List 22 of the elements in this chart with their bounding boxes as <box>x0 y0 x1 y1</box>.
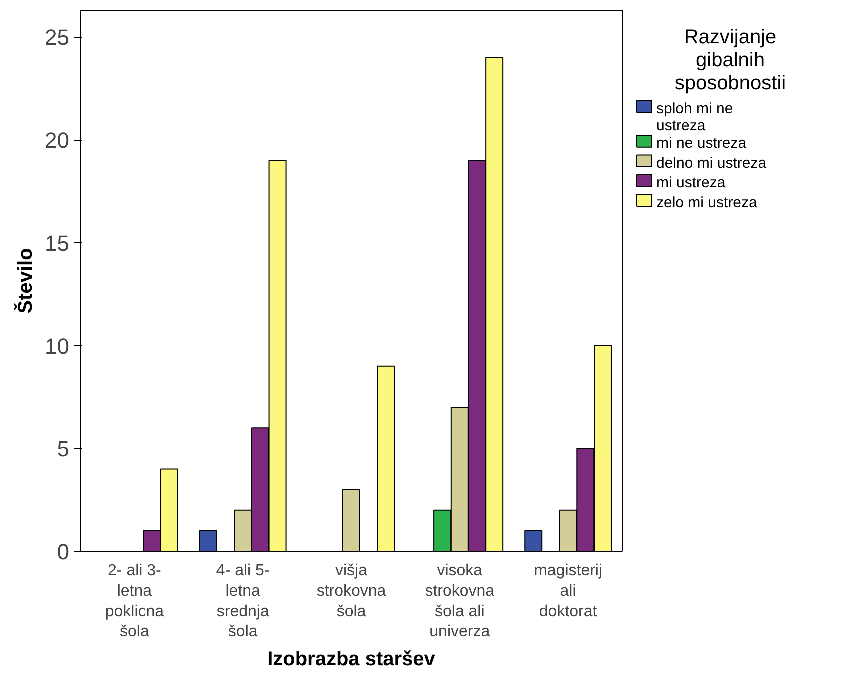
x-tick-label: magisterij ali doktorat <box>534 562 603 620</box>
y-tick-label: 5 <box>57 436 70 462</box>
legend-title: Razvijanje gibalnih sposobnostii <box>674 26 786 94</box>
y-axis-title: Število <box>14 248 38 314</box>
bar <box>199 530 218 552</box>
bar <box>342 489 360 552</box>
y-tick-label: 15 <box>45 230 70 256</box>
legend-label: zelo mi ustreza <box>656 194 758 212</box>
bar <box>377 366 396 552</box>
y-tick-label: 10 <box>45 334 70 359</box>
x-tick-label: 2- ali 3- letna poklicna šola <box>105 562 164 641</box>
bar <box>524 530 543 552</box>
legend-label: mi ne ustreza <box>656 135 748 152</box>
y-tick-label: 25 <box>45 25 70 50</box>
legend-label: delno mi ustreza <box>656 154 768 172</box>
x-axis-title: Izobrazba staršev <box>268 648 436 671</box>
y-tick-label: 20 <box>45 128 70 154</box>
y-tick-label: 0 <box>57 540 70 564</box>
legend-label: mi ustreza <box>656 174 726 192</box>
x-tick-label: višja strokovna šola <box>316 562 386 620</box>
x-tick-label: visoka strokovna šola ali univerza <box>425 562 495 641</box>
x-tick-label: 4- ali 5- letna srednja šola <box>216 562 270 641</box>
